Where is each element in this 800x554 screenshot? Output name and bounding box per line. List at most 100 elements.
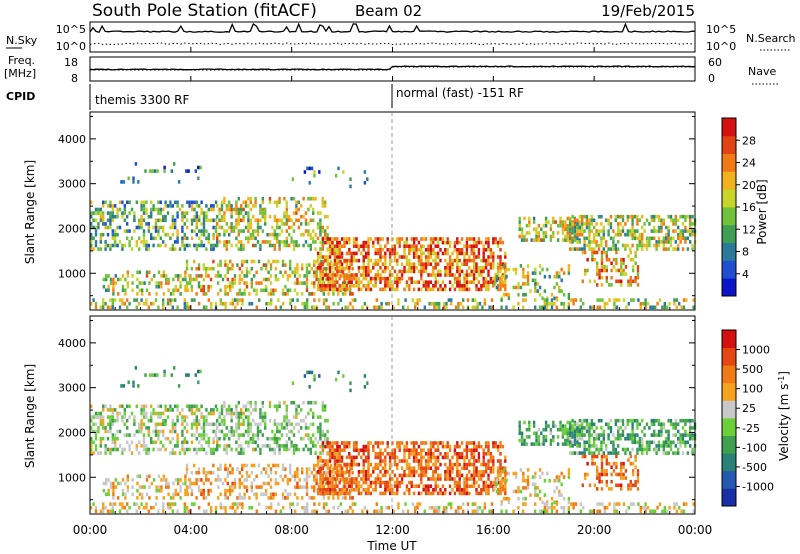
- data-cell: [111, 408, 114, 412]
- data-cell: [340, 237, 344, 241]
- data-cell: [412, 452, 416, 456]
- data-cell: [126, 284, 129, 289]
- data-cell: [230, 225, 233, 230]
- data-cell: [376, 444, 380, 449]
- data-cell: [336, 237, 339, 241]
- data-cell: [352, 276, 356, 281]
- data-cell: [280, 433, 284, 437]
- data-cell: [269, 263, 273, 267]
- data-cell: [190, 440, 194, 445]
- data-cell: [415, 484, 418, 488]
- data-cell: [216, 436, 219, 441]
- data-cell: [544, 231, 548, 235]
- data-cell: [578, 424, 581, 428]
- data-cell: [374, 280, 377, 284]
- data-cell: [261, 240, 264, 244]
- data-cell: [372, 480, 375, 485]
- data-cell: [462, 298, 465, 302]
- data-cell: [681, 236, 685, 241]
- data-cell: [133, 229, 136, 233]
- data-cell: [658, 298, 662, 302]
- data-cell: [284, 467, 287, 471]
- data-cell: [391, 470, 394, 474]
- data-cell: [415, 244, 418, 248]
- data-cell: [483, 301, 486, 306]
- data-cell: [218, 411, 221, 416]
- data-cell: [145, 492, 149, 497]
- data-cell: [600, 254, 604, 258]
- data-cell: [228, 429, 231, 434]
- data-cell: [605, 257, 608, 262]
- data-cell: [615, 250, 618, 255]
- data-cell: [573, 435, 577, 439]
- data-cell: [165, 274, 168, 278]
- data-cell: [336, 266, 339, 270]
- data-cell: [164, 408, 167, 412]
- data-cell: [295, 408, 298, 412]
- data-cell: [560, 471, 563, 476]
- data-cell: [357, 266, 361, 270]
- data-cell: [571, 451, 574, 455]
- data-cell: [405, 258, 409, 263]
- data-cell: [630, 298, 633, 302]
- data-cell: [662, 240, 665, 244]
- data-cell: [400, 441, 404, 445]
- data-cell: [641, 444, 644, 448]
- data-cell: [403, 452, 406, 456]
- data-cell: [641, 447, 644, 452]
- data-cell: [571, 240, 574, 244]
- data-cell: [460, 441, 464, 445]
- data-cell: [520, 238, 524, 242]
- data-cell: [471, 305, 474, 310]
- data-cell: [376, 452, 380, 456]
- data-cell: [532, 216, 536, 221]
- data-cell: [122, 180, 126, 184]
- data-cell: [518, 216, 521, 221]
- data-cell: [304, 222, 308, 226]
- data-cell: [350, 462, 353, 467]
- data-cell: [364, 251, 368, 256]
- data-cell: [293, 485, 297, 489]
- data-cell: [482, 473, 485, 478]
- data-cell: [173, 366, 176, 370]
- data-cell: [188, 447, 191, 452]
- data-cell: [492, 459, 495, 463]
- data-cell: [537, 442, 541, 446]
- data-cell: [620, 472, 623, 477]
- data-cell: [463, 244, 466, 248]
- data-cell: [482, 266, 485, 270]
- data-cell: [288, 418, 291, 423]
- data-cell: [242, 433, 245, 437]
- data-cell: [581, 436, 584, 441]
- data-cell: [308, 292, 311, 296]
- data-cell: [578, 229, 581, 233]
- data-cell: [362, 452, 365, 456]
- data-cell: [350, 477, 353, 481]
- data-cell: [147, 433, 150, 437]
- data-cell: [150, 415, 153, 419]
- data-cell: [355, 284, 358, 288]
- data-cell: [434, 251, 437, 256]
- data-cell: [94, 243, 98, 248]
- data-cell: [190, 204, 194, 208]
- data-cell: [350, 284, 353, 288]
- data-cell: [321, 451, 324, 455]
- data-cell: [157, 229, 160, 233]
- data-cell: [183, 415, 186, 419]
- data-cell: [448, 444, 452, 449]
- data-cell: [151, 169, 154, 173]
- data-cell: [386, 248, 389, 252]
- data-cell: [408, 480, 411, 485]
- data-cell: [567, 264, 571, 268]
- data-cell: [240, 240, 243, 244]
- data-cell: [669, 418, 673, 423]
- data-cell: [432, 237, 435, 241]
- data-cell: [276, 440, 279, 445]
- data-cell: [238, 470, 241, 475]
- data-cell: [489, 248, 493, 252]
- data-cell: [171, 408, 174, 412]
- data-cell: [544, 216, 548, 221]
- data-cell: [433, 301, 436, 306]
- data-cell: [178, 451, 182, 455]
- data-cell: [514, 267, 518, 272]
